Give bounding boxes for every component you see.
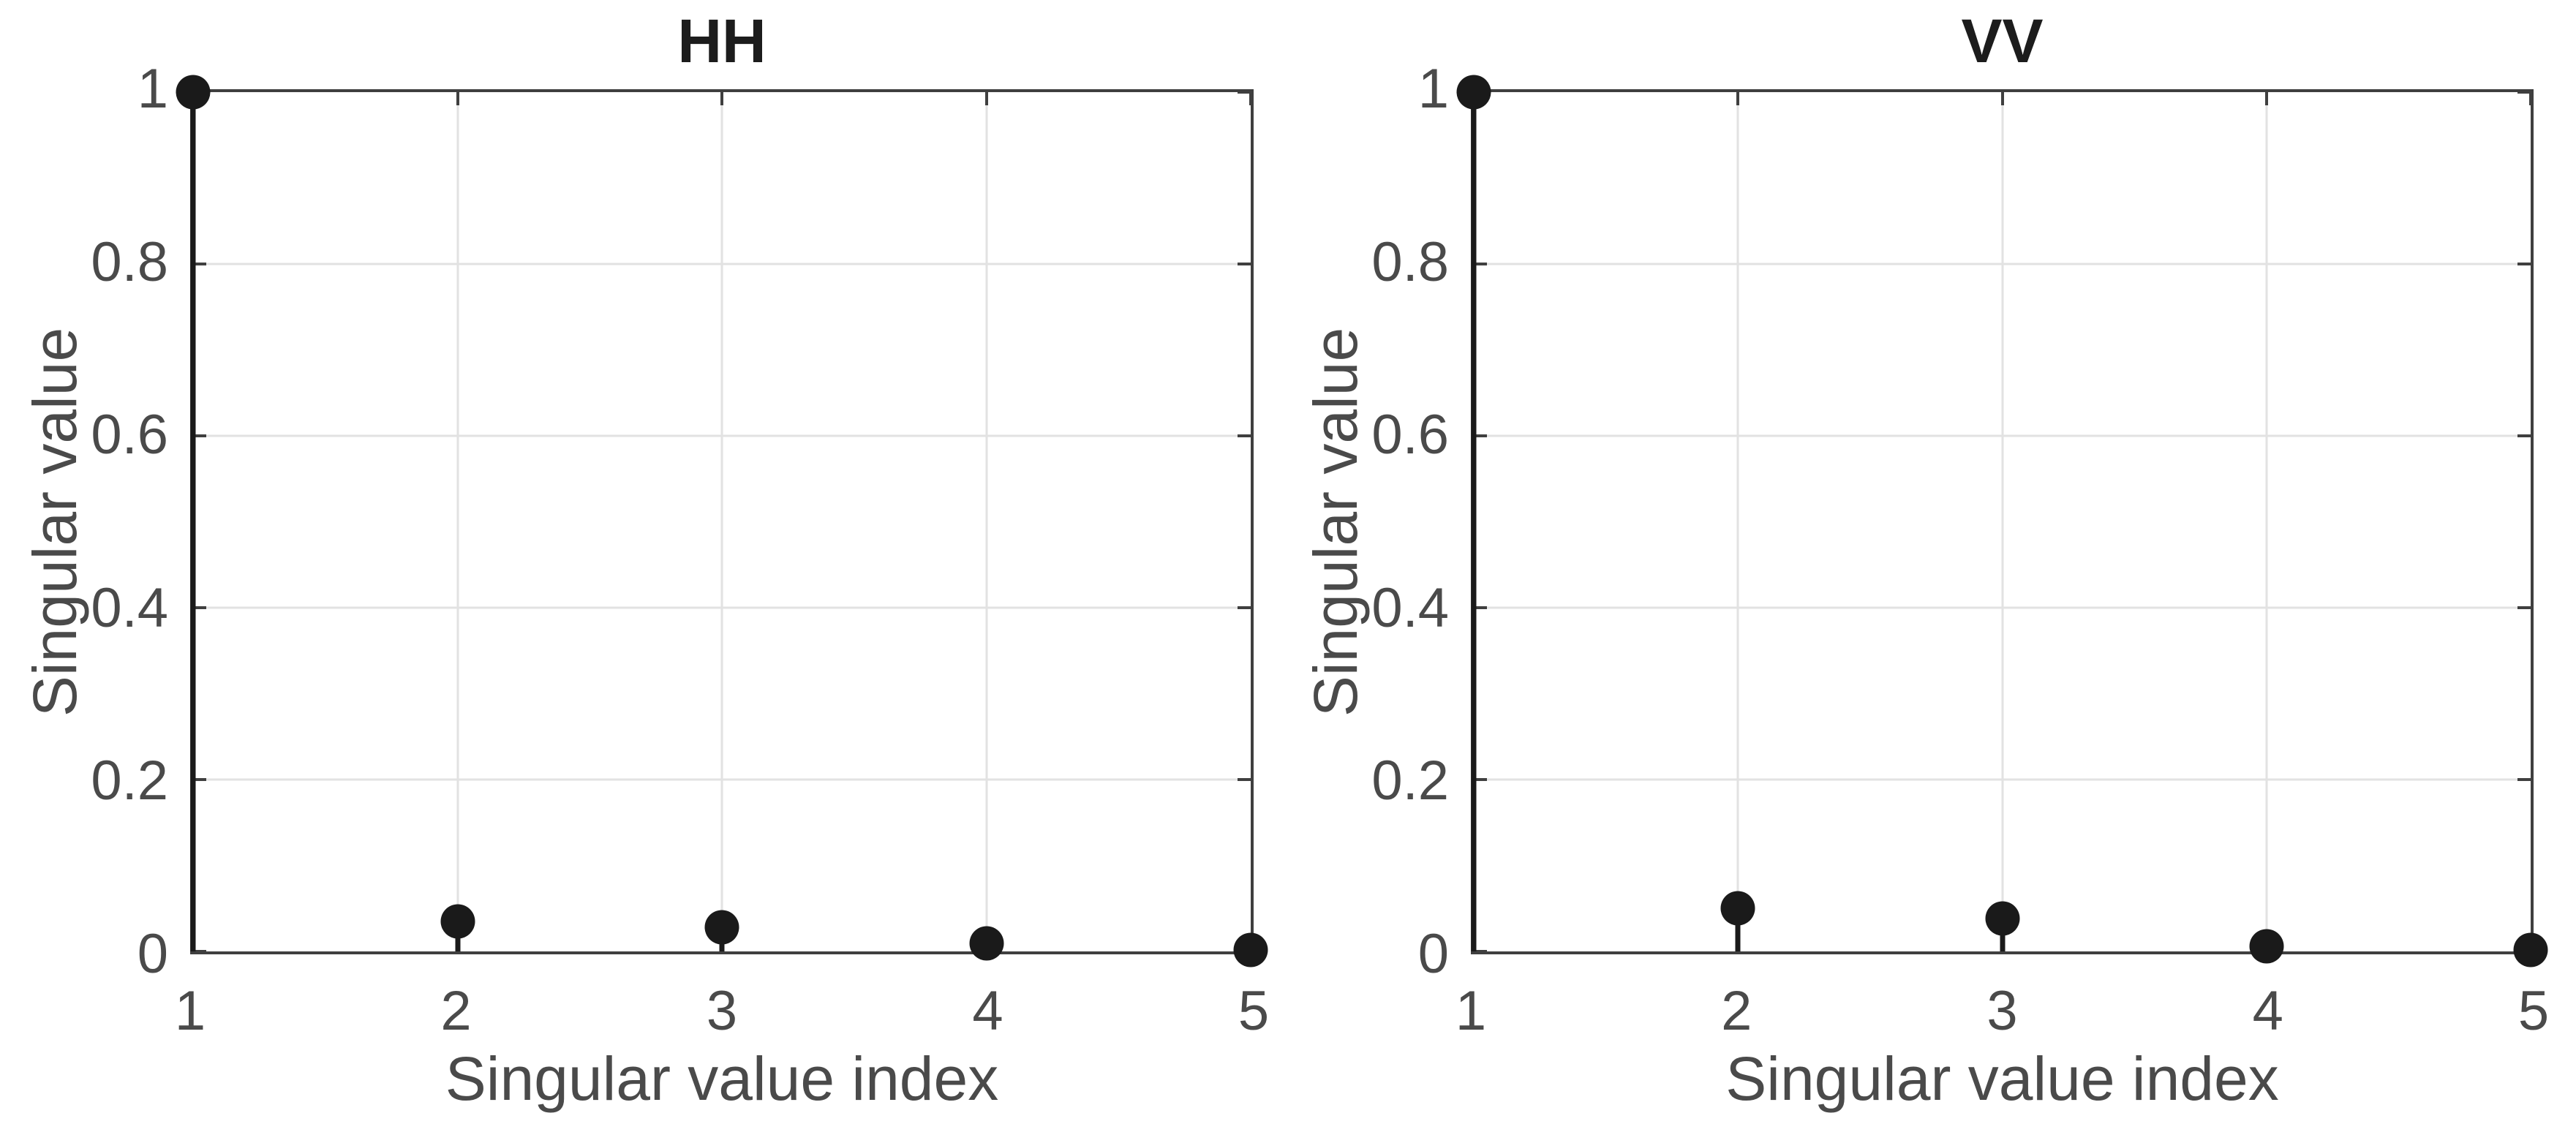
plot-vv: VV Singular value Singular value index 1… xyxy=(1301,10,2549,1109)
axis-tick xyxy=(2517,606,2531,609)
axis-tick xyxy=(2517,91,2531,94)
x-tick-label: 2 xyxy=(1721,980,1752,1042)
x-tick-label: 1 xyxy=(1455,980,1487,1042)
x-tick-label: 5 xyxy=(2517,980,2550,1042)
y-tick-label: 1 xyxy=(1417,58,1449,120)
stem-line xyxy=(1735,908,1741,951)
grid-line-horizontal xyxy=(1474,778,2531,781)
y-tick-label: 0.2 xyxy=(91,750,168,812)
axis-tick xyxy=(2000,92,2004,105)
axes-box xyxy=(176,75,1268,967)
stem-marker xyxy=(440,904,475,939)
grid-line-horizontal xyxy=(193,263,1251,265)
grid-line-vertical xyxy=(1736,92,1739,951)
y-tick-label: 0.4 xyxy=(1371,576,1449,639)
axis-tick xyxy=(193,950,206,953)
axes-box xyxy=(1456,75,2548,967)
axis-tick xyxy=(456,92,459,105)
axis-tick xyxy=(193,434,206,437)
stem-line xyxy=(1471,92,1477,951)
stem-marker xyxy=(1985,901,2019,936)
plot-title: VV xyxy=(1961,7,2044,75)
stem-marker xyxy=(704,910,739,945)
axis-tick xyxy=(720,92,723,105)
axis-tick xyxy=(2529,92,2532,105)
stem-marker xyxy=(1233,932,1268,967)
x-tick-label: 4 xyxy=(972,980,1003,1042)
axis-tick xyxy=(2517,434,2531,437)
y-tick-label: 0.6 xyxy=(91,404,168,467)
y-tick-label: 0.8 xyxy=(91,230,168,293)
x-tick-label: 4 xyxy=(2252,980,2283,1042)
stem-marker xyxy=(2513,932,2548,967)
plot-hh: HH Singular value Singular value index 1… xyxy=(20,10,1269,1109)
axis-tick xyxy=(1474,606,1487,609)
axis-tick xyxy=(193,606,206,609)
grid-line-horizontal xyxy=(193,606,1251,609)
grid-line-vertical xyxy=(456,92,459,951)
axis-tick xyxy=(193,263,206,265)
grid-line-vertical xyxy=(985,92,987,951)
grid-line-horizontal xyxy=(193,778,1251,781)
stem-marker xyxy=(1456,75,1491,110)
stem-marker xyxy=(2249,929,2284,964)
grid-line-horizontal xyxy=(1474,606,2531,609)
axis-tick xyxy=(1736,92,1740,105)
axis-tick xyxy=(1474,950,1487,953)
grid-line-horizontal xyxy=(193,434,1251,437)
y-tick-label: 0.4 xyxy=(91,576,168,639)
x-tick-label: 5 xyxy=(1238,980,1270,1042)
x-axis-label: Singular value index xyxy=(1725,1044,2279,1113)
grid-line-horizontal xyxy=(1474,263,2531,265)
plot-title: HH xyxy=(677,7,767,75)
grid-line-horizontal xyxy=(1474,434,2531,437)
axis-tick xyxy=(193,778,206,781)
axis-tick xyxy=(1238,434,1251,437)
axis-tick xyxy=(2264,92,2268,105)
stem-marker xyxy=(1720,891,1755,926)
grid-line-vertical xyxy=(2001,92,2003,951)
y-tick-label: 0.8 xyxy=(1371,230,1449,293)
axis-tick xyxy=(1474,263,1487,265)
axis-tick xyxy=(1249,92,1252,105)
stem-marker xyxy=(176,75,211,110)
grid-line-vertical xyxy=(2265,92,2268,951)
axis-tick xyxy=(1474,778,1487,781)
x-tick-label: 2 xyxy=(440,980,472,1042)
stem-marker xyxy=(969,926,1003,961)
axis-tick xyxy=(1474,434,1487,437)
x-axis-label: Singular value index xyxy=(445,1044,999,1113)
axis-tick xyxy=(2517,263,2531,265)
y-tick-label: 1 xyxy=(137,58,168,120)
axis-tick xyxy=(984,92,988,105)
y-tick-label: 0 xyxy=(137,923,168,985)
axis-tick xyxy=(2517,778,2531,781)
y-tick-label: 0 xyxy=(1417,923,1449,985)
y-axis-label: Singular value xyxy=(20,327,89,717)
x-tick-label: 3 xyxy=(706,980,738,1042)
x-tick-label: 1 xyxy=(174,980,206,1042)
axis-tick xyxy=(1238,778,1251,781)
grid-line-vertical xyxy=(720,92,723,951)
axis-tick xyxy=(1238,91,1251,94)
y-tick-label: 0.6 xyxy=(1371,404,1449,467)
axis-tick xyxy=(1238,606,1251,609)
y-tick-label: 0.2 xyxy=(1371,750,1449,812)
y-axis-label: Singular value xyxy=(1301,327,1370,717)
x-tick-label: 3 xyxy=(1986,980,2018,1042)
axis-tick xyxy=(1238,263,1251,265)
stem-line xyxy=(190,92,196,951)
